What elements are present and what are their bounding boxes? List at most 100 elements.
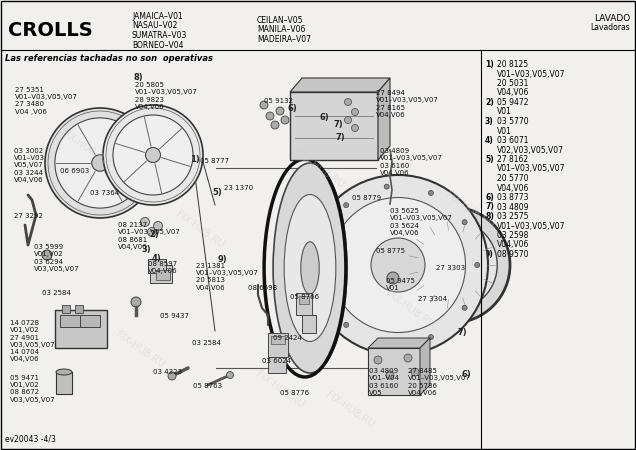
Text: 03 5999
V01,V02
03 6294
V03,V05,V07: 03 5999 V01,V02 03 6294 V03,V05,V07: [34, 244, 80, 272]
Text: V04,V06: V04,V06: [497, 240, 529, 249]
Text: 7): 7): [336, 133, 345, 142]
Text: JAMAICA–V01: JAMAICA–V01: [132, 12, 183, 21]
Text: 8): 8): [133, 73, 142, 82]
Text: Las referencias tachadas no son  operativas: Las referencias tachadas no son operativ…: [5, 54, 213, 63]
Bar: [268, 333, 288, 357]
Bar: [75, 305, 83, 313]
Text: SUMATRA–V03: SUMATRA–V03: [132, 31, 188, 40]
Text: BORNEO–V04: BORNEO–V04: [132, 40, 184, 50]
Text: 9): 9): [485, 250, 494, 259]
Text: 8): 8): [485, 212, 494, 221]
Text: 5): 5): [485, 155, 494, 164]
Circle shape: [387, 272, 399, 284]
Text: 3): 3): [485, 117, 494, 126]
Text: FIX-HUB.RU: FIX-HUB.RU: [59, 128, 111, 168]
Circle shape: [103, 105, 203, 205]
Text: FIX-HUB.RU: FIX-HUB.RU: [294, 150, 346, 190]
Text: 03 5625
V01–V03,V05,V07
03 5624
V04,V06: 03 5625 V01–V03,V05,V07 03 5624 V04,V06: [390, 208, 453, 236]
Bar: [290, 92, 378, 160]
Text: ev20043 -4/3: ev20043 -4/3: [5, 435, 56, 444]
Text: 03 6071: 03 6071: [497, 136, 529, 145]
Text: 05 9472: 05 9472: [497, 98, 529, 107]
Circle shape: [343, 202, 349, 207]
Text: 08 2137
V01–V03,V05,V07
08 8681
V04,V06: 08 2137 V01–V03,V05,V07 08 8681 V04,V06: [118, 222, 181, 250]
Text: 20 5770: 20 5770: [497, 174, 529, 183]
Circle shape: [281, 116, 289, 124]
Circle shape: [266, 112, 274, 120]
Text: 08 9570: 08 9570: [497, 250, 529, 259]
Text: 03 4809: 03 4809: [497, 202, 529, 211]
Text: 7): 7): [458, 328, 467, 337]
Text: V01–V03,V05,V07: V01–V03,V05,V07: [497, 69, 565, 78]
Circle shape: [308, 175, 488, 355]
Text: 9): 9): [218, 255, 228, 264]
Circle shape: [462, 220, 467, 225]
Circle shape: [404, 354, 412, 362]
Circle shape: [394, 207, 510, 323]
Text: 03 6024: 03 6024: [262, 358, 291, 364]
Text: 03 8773: 03 8773: [497, 193, 529, 202]
Text: 03 4809
V01–V04
03 6160
V05: 03 4809 V01–V04 03 6160 V05: [369, 368, 400, 396]
Text: V04,V06: V04,V06: [497, 89, 529, 98]
Circle shape: [331, 198, 466, 333]
Bar: [62, 305, 70, 313]
Text: 6): 6): [320, 113, 329, 122]
Text: 27 3292: 27 3292: [14, 213, 43, 219]
Circle shape: [386, 371, 394, 379]
Circle shape: [260, 101, 268, 109]
Text: 27 8494
V01–V03,V05,V07
27 8165
V04,V06: 27 8494 V01–V03,V05,V07 27 8165 V04,V06: [376, 90, 439, 118]
Circle shape: [352, 125, 359, 131]
Circle shape: [371, 238, 425, 292]
Polygon shape: [305, 260, 390, 276]
Text: 05 8763: 05 8763: [193, 383, 222, 389]
Text: 2): 2): [485, 98, 494, 107]
Text: 03 2584: 03 2584: [192, 340, 221, 346]
Circle shape: [345, 99, 352, 105]
Circle shape: [42, 250, 52, 260]
Circle shape: [45, 108, 155, 218]
Text: 09 2424: 09 2424: [273, 335, 301, 341]
Text: V01–V03,V05,V07: V01–V03,V05,V07: [497, 221, 565, 230]
Text: FIX-HUB.RU: FIX-HUB.RU: [444, 190, 496, 230]
Circle shape: [319, 240, 324, 245]
Text: 03 4809
V01–V03,V05,V07
03 6160
V04,V06: 03 4809 V01–V03,V05,V07 03 6160 V04,V06: [380, 148, 443, 176]
Circle shape: [146, 148, 160, 162]
Text: 05 9132: 05 9132: [264, 98, 293, 104]
Text: 4): 4): [152, 254, 162, 263]
Ellipse shape: [273, 163, 347, 373]
Polygon shape: [368, 338, 430, 348]
Circle shape: [345, 117, 352, 123]
Bar: [150, 265, 172, 283]
Circle shape: [276, 107, 284, 115]
Text: 05 9475
V01: 05 9475 V01: [386, 278, 415, 291]
Polygon shape: [378, 78, 390, 160]
Text: 06 6903: 06 6903: [60, 168, 89, 174]
Ellipse shape: [316, 222, 364, 318]
Circle shape: [226, 372, 233, 378]
Text: V01: V01: [497, 108, 512, 117]
Text: 03 4323: 03 4323: [153, 369, 182, 375]
Text: 3): 3): [141, 245, 151, 254]
Bar: [296, 293, 312, 315]
Text: 23 1381
V01–V03,V05,V07
20 5813
V04,V06: 23 1381 V01–V03,V05,V07 20 5813 V04,V06: [196, 263, 259, 291]
Circle shape: [384, 184, 389, 189]
Circle shape: [429, 334, 433, 340]
Polygon shape: [420, 338, 430, 395]
Circle shape: [153, 221, 163, 230]
Ellipse shape: [56, 369, 72, 375]
Circle shape: [407, 220, 497, 310]
Text: 1): 1): [485, 60, 494, 69]
Text: 20 8125: 20 8125: [497, 60, 528, 69]
Text: 7): 7): [334, 120, 343, 129]
Text: 05 8777: 05 8777: [200, 158, 229, 164]
Text: CROLLS: CROLLS: [8, 21, 93, 40]
Circle shape: [429, 190, 433, 195]
Circle shape: [271, 121, 279, 129]
Bar: [268, 357, 286, 373]
Circle shape: [55, 118, 145, 208]
Polygon shape: [290, 78, 390, 92]
Circle shape: [474, 262, 480, 267]
Text: 03 2598: 03 2598: [497, 231, 529, 240]
Text: Lavadoras: Lavadoras: [590, 23, 630, 32]
Circle shape: [113, 115, 193, 195]
